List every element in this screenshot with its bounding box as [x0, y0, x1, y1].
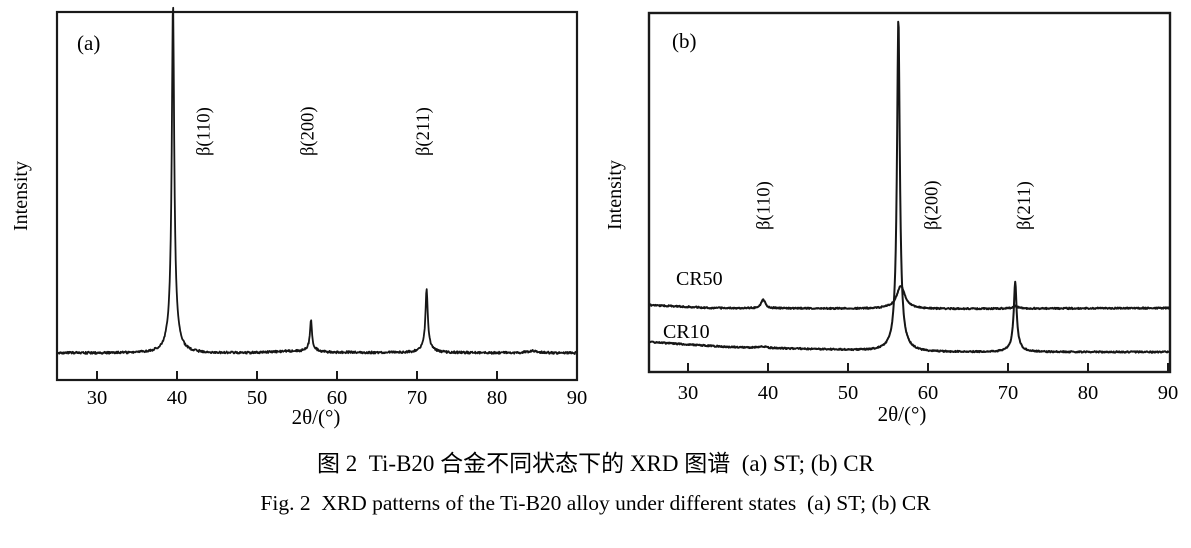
series-label: CR50	[676, 268, 723, 290]
x-tick-label: 90	[567, 387, 588, 409]
x-tick-label: 70	[998, 382, 1019, 404]
xrd-figure-svg: (a) Intensity 2θ/(°) 30 40 50 60 70 80 90 β(11…	[10, 6, 1179, 429]
xrd-curve-CR50	[649, 285, 1170, 311]
xrd-curves: CR50 CR10	[649, 20, 1170, 354]
panel-letter-label: (a)	[77, 31, 100, 55]
x-tick-label: 70	[407, 387, 428, 409]
x-tick-label: 50	[838, 382, 859, 404]
panel-letter-label: (b)	[672, 29, 697, 53]
figure-caption-en: Fig. 2 XRD patterns of the Ti-B20 alloy …	[260, 491, 931, 515]
x-axis-ticks: 30 40 50 60 70 80 90	[87, 371, 588, 409]
x-tick-label: 50	[247, 387, 268, 409]
peak-annotation: β(211)	[1015, 181, 1035, 230]
x-tick-label: 40	[167, 387, 188, 409]
peak-annotations: β(110) β(200) β(211)	[195, 107, 434, 156]
x-tick-label: 90	[1158, 382, 1179, 404]
peak-annotation: β(110)	[754, 181, 774, 230]
plot-border	[55, 10, 579, 382]
figure-caption-zh: 图 2 Ti-B20 合金不同状态下的 XRD 图谱 (a) ST; (b) C…	[317, 451, 874, 476]
xrd-curve-CR10	[649, 20, 1170, 354]
plot-border	[647, 11, 1172, 374]
peak-annotation: β(200)	[922, 181, 942, 230]
x-tick-label: 80	[487, 387, 508, 409]
x-tick-label: 40	[758, 382, 779, 404]
x-axis-ticks: 30 40 50 60 70 80 90	[678, 363, 1179, 404]
x-axis-title: 2θ/(°)	[292, 405, 341, 429]
peak-annotation: β(211)	[414, 107, 434, 156]
y-axis-title: Intensity	[10, 161, 32, 231]
figure-panel-a: (a) Intensity 2θ/(°) 30 40 50 60 70 80 90 β(11…	[10, 6, 588, 429]
xrd-curves	[57, 6, 577, 355]
x-tick-label: 60	[327, 387, 348, 409]
peak-annotations: β(110) β(200) β(211)	[754, 181, 1035, 230]
series-label: CR10	[663, 321, 710, 343]
x-tick-label: 30	[678, 382, 699, 404]
peak-annotation: β(200)	[299, 107, 319, 156]
x-tick-label: 60	[918, 382, 939, 404]
x-tick-label: 80	[1078, 382, 1099, 404]
x-axis-title: 2θ/(°)	[878, 402, 927, 426]
x-tick-label: 30	[87, 387, 108, 409]
xrd-curve-ST	[57, 6, 577, 355]
peak-annotation: β(110)	[195, 107, 215, 156]
figure-panel-b: (b) Intensity 2θ/(°) 30 40 50 60 70 80 90 β(11…	[604, 11, 1179, 426]
y-axis-title: Intensity	[604, 160, 626, 230]
